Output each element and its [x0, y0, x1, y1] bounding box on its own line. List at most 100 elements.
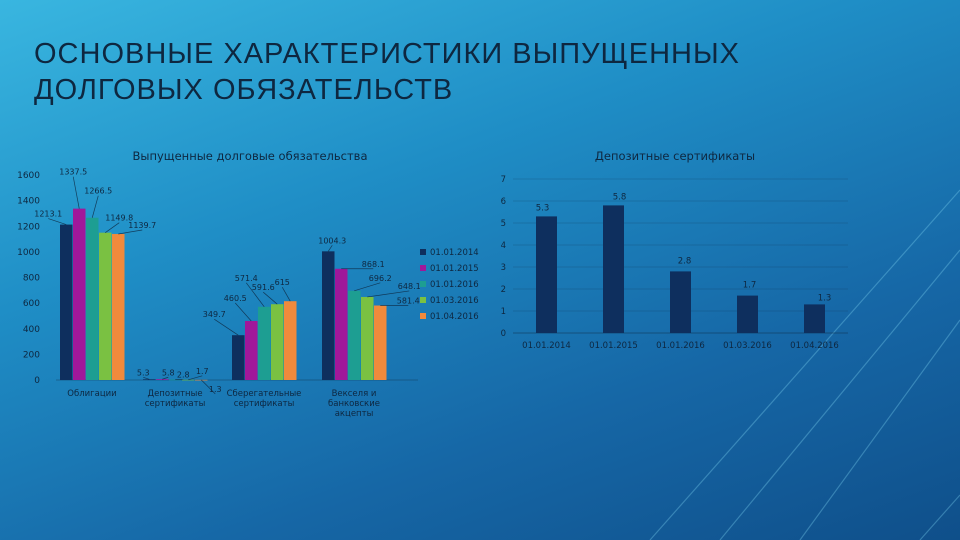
chart1-bar	[245, 320, 258, 380]
chart1-bar	[182, 379, 195, 381]
chart1-data-label-leader	[188, 375, 203, 381]
chart1-legend-swatch	[420, 281, 426, 287]
chart1-category-label: сертификаты	[234, 399, 295, 409]
chart1-data-label: 5.8	[162, 368, 175, 377]
chart1-legend-label: 01.01.2015	[430, 264, 479, 274]
chart1-legend-label: 01.01.2014	[430, 248, 479, 258]
chart1-legend-swatch	[420, 313, 426, 319]
chart2-bar	[804, 304, 825, 333]
chart1-legend-label: 01.04.2016	[430, 312, 479, 322]
chart2-y-tick-label: 1	[501, 307, 506, 317]
chart1-data-label: 1337.5	[59, 168, 87, 177]
chart1-data-label: 1139.7	[128, 221, 156, 230]
chart1-y-tick-label: 0	[34, 376, 40, 386]
chart1-y-tick-label: 600	[23, 299, 40, 309]
chart1-data-label-leader	[118, 229, 143, 235]
chart2-category-label: 01.04.2016	[790, 341, 839, 351]
chart2-y-tick-label: 2	[501, 285, 506, 295]
chart1-bar	[335, 268, 348, 380]
chart1-y-tick-label: 800	[23, 274, 40, 284]
chart1-data-label-leader	[143, 376, 150, 380]
chart1-bar	[99, 232, 112, 380]
chart2-data-label: 1.3	[818, 293, 832, 303]
chart2-y-tick-label: 7	[501, 175, 506, 185]
issued-debt-chart: Выпущенные долговые обязательства 0 200 40…	[17, 149, 479, 419]
chart1-bar	[86, 217, 99, 380]
chart2-data-label: 5.8	[613, 192, 627, 202]
chart1-category-label: сертификаты	[145, 399, 206, 409]
chart1-data-label-leader	[281, 287, 291, 302]
chart1-data-label: 2.8	[177, 371, 190, 380]
chart2-bar	[603, 205, 624, 333]
chart1-bar	[112, 233, 125, 380]
chart1-data-label: 1004.3	[318, 236, 346, 245]
chart1-legend-swatch	[420, 297, 426, 303]
chart1-legend-swatch	[420, 249, 426, 255]
chart1-data-label-leader	[162, 376, 169, 380]
chart2-y-tick-label: 5	[501, 219, 506, 229]
chart1-bar	[156, 379, 169, 380]
chart2-data-label: 2.8	[678, 256, 692, 266]
chart1-y-tick-label: 400	[23, 325, 40, 335]
chart1-title: Выпущенные долговые обязательства	[132, 149, 367, 163]
chart2-y-tick-label: 6	[501, 197, 506, 207]
chart2-bar	[670, 271, 691, 333]
chart1-bar	[374, 305, 387, 380]
chart1-bar	[258, 306, 271, 380]
deposit-certificates-chart: Депозитные сертификаты 0 1 2 3 4 5 6 7 5.3 01.01.…	[501, 149, 848, 351]
slide-title-line-1: ОСНОВНЫЕ ХАРАКТЕРИСТИКИ ВЫПУЩЕННЫХ	[34, 38, 740, 70]
chart1-bar	[348, 290, 361, 380]
chart1-data-label: 581.4	[397, 297, 420, 306]
chart1-bar	[232, 335, 245, 380]
chart2-y-tick-label: 4	[501, 241, 506, 251]
chart1-y-tick-label: 1400	[17, 197, 40, 207]
chart1-bar	[322, 251, 335, 380]
chart1-y-tick-label: 1600	[17, 171, 40, 181]
chart1-y-tick-label: 200	[23, 350, 40, 360]
chart1-data-label: 1.3	[209, 385, 222, 394]
chart1-data-label: 5.3	[137, 368, 150, 377]
chart1-data-label-leader	[91, 195, 99, 218]
chart1-data-label-leader	[72, 176, 80, 209]
chart1-bar	[73, 208, 86, 380]
chart1-data-label: 591.6	[252, 283, 275, 292]
chart1-bar	[60, 224, 73, 380]
chart1-category-label: Облигации	[67, 389, 116, 399]
chart1-data-label-leader	[48, 218, 67, 225]
chart1-data-label-leader	[327, 245, 333, 252]
chart1-data-label: 460.5	[224, 294, 247, 303]
chart1-bar	[361, 296, 374, 380]
chart1-legend-label: 01.03.2016	[430, 296, 479, 306]
chart1-bar	[271, 304, 284, 380]
chart1-category-label: акцепты	[335, 409, 374, 419]
chart1-y-tick-label: 1000	[17, 248, 40, 258]
chart2-bar	[737, 295, 758, 333]
chart1-data-label-leader	[354, 282, 381, 292]
chart1-y-tick-label: 1200	[17, 222, 40, 232]
chart2-title: Депозитные сертификаты	[595, 149, 755, 163]
chart1-data-label: 1266.5	[84, 187, 112, 196]
chart1-data-label-leader	[245, 282, 265, 307]
chart1-data-label-leader	[214, 318, 239, 336]
chart1-data-label: 648.1	[398, 282, 421, 291]
chart2-y-tick-label: 0	[501, 329, 506, 339]
chart1-data-label: 696.2	[369, 274, 392, 283]
chart1-bar	[143, 379, 156, 380]
chart1-legend-swatch	[420, 265, 426, 271]
chart1-category-label: Сберегательные	[227, 389, 302, 399]
chart1-bar	[284, 301, 297, 380]
chart1-legend-label: 01.01.2016	[430, 280, 479, 290]
chart1-data-label-leader	[367, 290, 410, 298]
chart1-data-label-leader	[201, 379, 216, 395]
chart1-data-label-leader	[263, 291, 278, 305]
chart1-category-label: Векселя и	[332, 389, 377, 399]
chart1-data-label: 1213.1	[34, 210, 62, 219]
chart1-category-label: банковские	[328, 399, 380, 409]
chart1-data-label: 1149.8	[105, 214, 133, 223]
chart2-data-label: 1.7	[743, 281, 757, 291]
chart1-data-label: 349.7	[203, 310, 226, 319]
chart1-data-label: 868.1	[362, 260, 385, 269]
slide-title-line-2: ДОЛГОВЫХ ОБЯЗАТЕЛЬСТВ	[34, 74, 454, 106]
chart2-category-label: 01.03.2016	[723, 341, 772, 351]
